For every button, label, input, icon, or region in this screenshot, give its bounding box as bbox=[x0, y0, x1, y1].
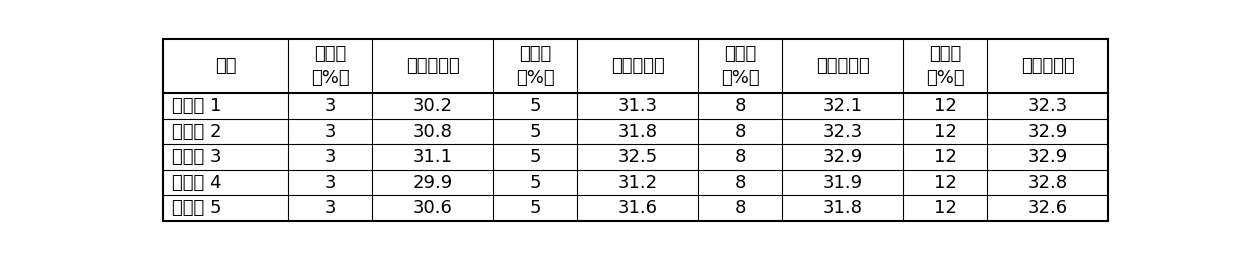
Text: 5: 5 bbox=[529, 123, 541, 141]
Text: 30.6: 30.6 bbox=[413, 199, 453, 217]
Text: 32.9: 32.9 bbox=[822, 148, 863, 166]
Text: 极限氧指数: 极限氧指数 bbox=[816, 57, 869, 75]
Text: 3: 3 bbox=[325, 123, 336, 141]
Text: 8: 8 bbox=[734, 97, 746, 115]
Text: 实施例 3: 实施例 3 bbox=[172, 148, 222, 166]
Text: 31.8: 31.8 bbox=[823, 199, 863, 217]
Text: 12: 12 bbox=[934, 199, 957, 217]
Text: 29.9: 29.9 bbox=[413, 173, 453, 191]
Text: 3: 3 bbox=[325, 97, 336, 115]
Text: 31.8: 31.8 bbox=[618, 123, 658, 141]
Text: 32.9: 32.9 bbox=[1028, 148, 1068, 166]
Text: 添加量
（%）: 添加量 （%） bbox=[516, 45, 554, 87]
Text: 极限氧指数: 极限氧指数 bbox=[1021, 57, 1075, 75]
Text: 8: 8 bbox=[734, 173, 746, 191]
Text: 实施例 4: 实施例 4 bbox=[172, 173, 222, 191]
Text: 极限氧指数: 极限氧指数 bbox=[405, 57, 460, 75]
Text: 3: 3 bbox=[325, 173, 336, 191]
Text: 添加量
（%）: 添加量 （%） bbox=[720, 45, 760, 87]
Text: 添加量
（%）: 添加量 （%） bbox=[926, 45, 965, 87]
Text: 32.5: 32.5 bbox=[618, 148, 658, 166]
Text: 实施例 1: 实施例 1 bbox=[172, 97, 222, 115]
Text: 12: 12 bbox=[934, 148, 957, 166]
Text: 极限氧指数: 极限氧指数 bbox=[611, 57, 665, 75]
Text: 8: 8 bbox=[734, 199, 746, 217]
Text: 31.6: 31.6 bbox=[618, 199, 658, 217]
Text: 实施例 5: 实施例 5 bbox=[172, 199, 222, 217]
Text: 30.2: 30.2 bbox=[413, 97, 453, 115]
Text: 32.9: 32.9 bbox=[1028, 123, 1068, 141]
Text: 5: 5 bbox=[529, 148, 541, 166]
Text: 12: 12 bbox=[934, 123, 957, 141]
Text: 30.8: 30.8 bbox=[413, 123, 453, 141]
Text: 32.3: 32.3 bbox=[822, 123, 863, 141]
Text: 31.9: 31.9 bbox=[822, 173, 863, 191]
Text: 实施例 2: 实施例 2 bbox=[172, 123, 222, 141]
Text: 3: 3 bbox=[325, 148, 336, 166]
Text: 8: 8 bbox=[734, 148, 746, 166]
Text: 添加量
（%）: 添加量 （%） bbox=[311, 45, 350, 87]
Text: 32.1: 32.1 bbox=[822, 97, 863, 115]
Text: 31.2: 31.2 bbox=[618, 173, 658, 191]
Text: 项目: 项目 bbox=[215, 57, 237, 75]
Text: 12: 12 bbox=[934, 97, 957, 115]
Text: 5: 5 bbox=[529, 97, 541, 115]
Text: 31.1: 31.1 bbox=[413, 148, 453, 166]
Text: 3: 3 bbox=[325, 199, 336, 217]
Text: 8: 8 bbox=[734, 123, 746, 141]
Text: 5: 5 bbox=[529, 173, 541, 191]
Text: 31.3: 31.3 bbox=[618, 97, 658, 115]
Text: 12: 12 bbox=[934, 173, 957, 191]
Text: 32.6: 32.6 bbox=[1028, 199, 1068, 217]
Text: 32.3: 32.3 bbox=[1028, 97, 1068, 115]
Text: 32.8: 32.8 bbox=[1028, 173, 1068, 191]
Text: 5: 5 bbox=[529, 199, 541, 217]
